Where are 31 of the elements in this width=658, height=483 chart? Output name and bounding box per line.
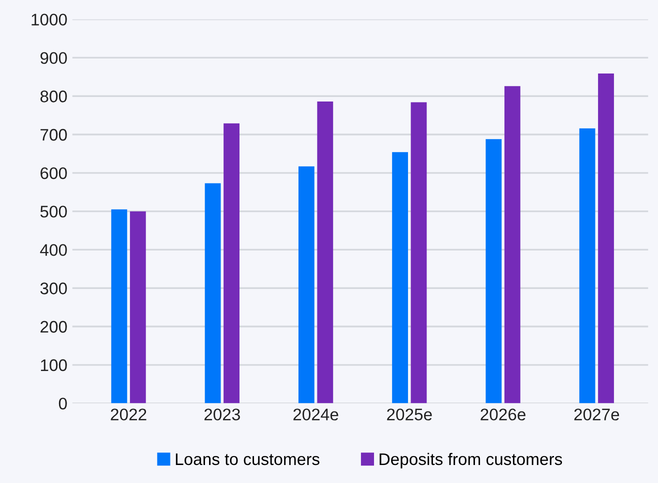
y-tick-label: 300 <box>40 282 67 294</box>
y-tick-label: 0 <box>58 398 67 410</box>
y-tick-label: 600 <box>40 167 67 180</box>
bar <box>392 152 408 404</box>
x-tick-label: 2024e <box>293 408 338 420</box>
bar <box>579 128 596 404</box>
y-tick-label: 700 <box>40 128 67 141</box>
x-tick-label: 2022 <box>110 408 146 420</box>
bar <box>130 211 146 404</box>
x-tick-label: 2025e <box>387 408 432 420</box>
y-tick-label: 500 <box>40 206 67 218</box>
x-tick-label: 2026e <box>480 408 526 420</box>
y-tick-label: 800 <box>40 90 67 102</box>
bar <box>224 123 240 404</box>
bar <box>204 183 221 404</box>
y-tick-label: 100 <box>40 359 67 372</box>
y-tick-label: 400 <box>40 244 67 256</box>
bar <box>111 209 128 404</box>
x-tick-label: 2027e <box>574 408 620 420</box>
y-tick-label: 900 <box>40 52 67 64</box>
legend-label: Loans to customers <box>176 453 320 466</box>
bar <box>298 166 314 404</box>
y-tick-label: 200 <box>40 320 67 333</box>
bar <box>486 139 502 404</box>
bar <box>598 73 614 404</box>
x-tick-label: 2023 <box>204 408 240 420</box>
legend-label: Deposits from customers <box>380 452 562 468</box>
bar <box>317 101 334 404</box>
y-tick-label: 1000 <box>32 14 67 26</box>
bar <box>410 102 427 404</box>
bar <box>504 86 520 404</box>
